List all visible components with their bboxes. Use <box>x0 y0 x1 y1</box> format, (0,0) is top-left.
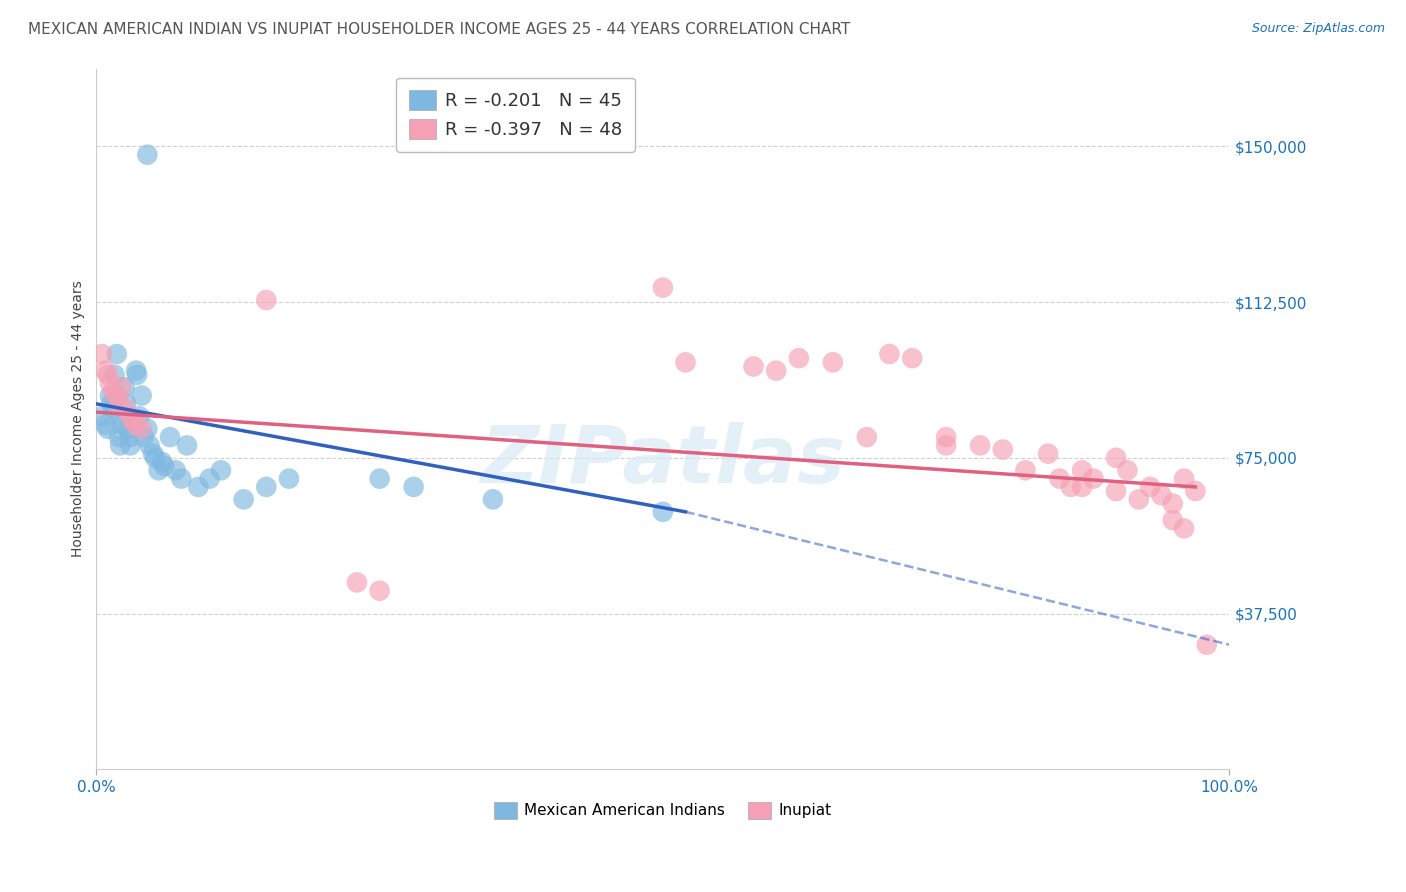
Point <box>1071 463 1094 477</box>
Point <box>120 409 142 424</box>
Point <box>170 472 193 486</box>
Point <box>142 447 165 461</box>
Point <box>651 280 673 294</box>
Point <box>482 492 505 507</box>
Point <box>131 388 153 402</box>
Point <box>1184 484 1206 499</box>
Point <box>105 388 128 402</box>
Point <box>165 463 187 477</box>
Point <box>402 480 425 494</box>
Point <box>232 492 254 507</box>
Point <box>1116 463 1139 477</box>
Point <box>1173 472 1195 486</box>
Text: MEXICAN AMERICAN INDIAN VS INUPIAT HOUSEHOLDER INCOME AGES 25 - 44 YEARS CORRELA: MEXICAN AMERICAN INDIAN VS INUPIAT HOUSE… <box>28 22 851 37</box>
Point <box>368 583 391 598</box>
Point <box>136 422 159 436</box>
Point <box>91 347 114 361</box>
Point <box>176 438 198 452</box>
Point <box>125 417 148 432</box>
Y-axis label: Householder Income Ages 25 - 44 years: Householder Income Ages 25 - 44 years <box>72 281 86 558</box>
Point <box>1105 484 1128 499</box>
Point <box>1161 496 1184 510</box>
Point <box>198 472 221 486</box>
Point <box>127 368 149 382</box>
Point <box>108 430 131 444</box>
Point <box>120 430 142 444</box>
Text: ZIPatlas: ZIPatlas <box>481 422 845 500</box>
Point <box>651 505 673 519</box>
Point <box>98 388 121 402</box>
Point <box>935 430 957 444</box>
Point <box>821 355 844 369</box>
Point <box>1139 480 1161 494</box>
Point <box>187 480 209 494</box>
Point <box>879 347 901 361</box>
Point <box>1128 492 1150 507</box>
Point <box>110 409 132 424</box>
Point <box>121 413 143 427</box>
Point <box>1083 472 1105 486</box>
Point <box>901 351 924 366</box>
Point <box>120 438 142 452</box>
Point <box>91 409 114 424</box>
Point <box>114 401 136 415</box>
Point <box>159 430 181 444</box>
Point <box>125 364 148 378</box>
Point <box>991 442 1014 457</box>
Point <box>97 368 120 382</box>
Point <box>108 397 131 411</box>
Point <box>143 450 166 465</box>
Point <box>765 364 787 378</box>
Point <box>742 359 765 374</box>
Point <box>138 438 160 452</box>
Point <box>856 430 879 444</box>
Point <box>111 417 134 432</box>
Point <box>148 463 170 477</box>
Point <box>935 438 957 452</box>
Point <box>108 438 131 452</box>
Point <box>136 147 159 161</box>
Point <box>150 455 173 469</box>
Point <box>131 422 153 436</box>
Point <box>1173 521 1195 535</box>
Point <box>153 459 176 474</box>
Point <box>128 409 150 424</box>
Point <box>1060 480 1083 494</box>
Legend: Mexican American Indians, Inupiat: Mexican American Indians, Inupiat <box>488 796 838 825</box>
Point <box>675 355 697 369</box>
Point <box>103 401 125 415</box>
Point <box>1150 488 1173 502</box>
Point <box>114 397 136 411</box>
Point <box>1195 638 1218 652</box>
Point <box>278 472 301 486</box>
Point <box>787 351 810 366</box>
Point <box>254 480 277 494</box>
Point <box>110 380 132 394</box>
Point <box>105 347 128 361</box>
Point <box>1014 463 1036 477</box>
Point <box>1049 472 1071 486</box>
Point <box>209 463 232 477</box>
Point <box>94 417 117 432</box>
Point <box>114 380 136 394</box>
Point <box>132 430 155 444</box>
Point <box>368 472 391 486</box>
Point <box>1071 480 1094 494</box>
Point <box>97 422 120 436</box>
Point <box>94 364 117 378</box>
Point <box>1161 513 1184 527</box>
Point <box>254 293 277 307</box>
Point <box>117 422 139 436</box>
Point <box>103 384 125 399</box>
Point <box>103 368 125 382</box>
Point <box>969 438 991 452</box>
Point <box>100 397 122 411</box>
Text: Source: ZipAtlas.com: Source: ZipAtlas.com <box>1251 22 1385 36</box>
Point <box>121 413 143 427</box>
Point <box>1105 450 1128 465</box>
Point <box>346 575 368 590</box>
Point <box>1036 447 1059 461</box>
Point <box>98 376 121 390</box>
